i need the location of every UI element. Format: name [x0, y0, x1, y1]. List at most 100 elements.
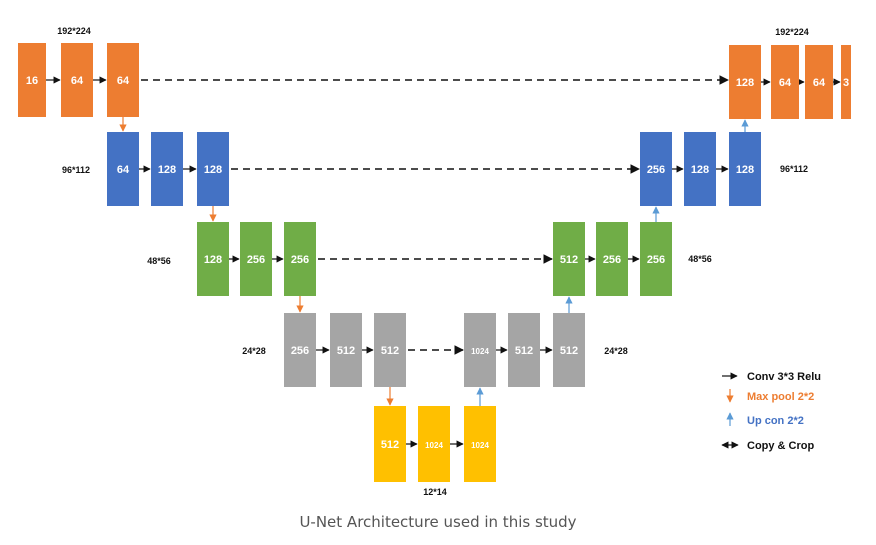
layer-block: 16: [18, 43, 46, 117]
layer-box: [107, 43, 139, 117]
resolution-label: 48*56: [147, 256, 171, 266]
layer-box: [464, 406, 496, 482]
layer-block: 64: [805, 45, 833, 119]
layer-box: [374, 313, 406, 387]
layer-block: 512: [553, 313, 585, 387]
caption: U-Net Architecture used in this study: [299, 513, 577, 531]
layer-box: [330, 313, 362, 387]
legend: Conv 3*3 Relu Max pool 2*2 Up con 2*2 Copy …: [721, 371, 821, 452]
layer-channel-label: 256: [291, 254, 309, 266]
layer-channel-label: 64: [117, 75, 130, 87]
layer-block: 1024: [418, 406, 450, 482]
layer-box: [841, 45, 851, 119]
layer-channel-label: 256: [247, 254, 265, 266]
layer-box: [729, 45, 761, 119]
layer-channel-label: 3: [843, 77, 849, 89]
layer-block: 128: [729, 45, 761, 119]
legend-label: Conv 3*3 Relu: [747, 371, 821, 383]
layer-box: [553, 313, 585, 387]
layer-box: [61, 43, 93, 117]
layer-channel-label: 512: [337, 345, 355, 357]
layer-channel-label: 256: [291, 345, 309, 357]
layer-block: 128: [151, 132, 183, 206]
layer-channel-label: 512: [560, 254, 578, 266]
layer-block: 64: [107, 43, 139, 117]
resolution-label: 24*28: [242, 346, 266, 356]
layer-box: [151, 132, 183, 206]
layer-channel-label: 256: [647, 164, 665, 176]
layer-block: 128: [197, 222, 229, 296]
resolution-label: 96*112: [62, 165, 90, 175]
layer-channel-label: 128: [204, 254, 222, 266]
layer-box: [107, 132, 139, 206]
layer-block: 1024: [464, 406, 496, 482]
blocks: 16 64 64 64 128 128 128 256 256 256 512 512 512 1024 1…: [18, 43, 851, 482]
layer-box: [553, 222, 585, 296]
layer-box: [197, 132, 229, 206]
layer-block: 128: [684, 132, 716, 206]
layer-block: 1024: [464, 313, 496, 387]
layer-box: [284, 313, 316, 387]
legend-item-copy: Copy & Crop: [721, 440, 815, 452]
layer-box: [418, 406, 450, 482]
legend-item-maxpool: Max pool 2*2: [726, 389, 814, 403]
legend-label: Copy & Crop: [747, 440, 815, 452]
resolution-label: 96*112: [780, 164, 808, 174]
legend-label: Up con 2*2: [747, 415, 804, 427]
layer-channel-label: 1024: [471, 347, 489, 356]
layer-box: [240, 222, 272, 296]
layer-block: 256: [640, 222, 672, 296]
layer-block: 256: [596, 222, 628, 296]
layer-box: [197, 222, 229, 296]
layer-block: 256: [640, 132, 672, 206]
layer-channel-label: 256: [647, 254, 665, 266]
layer-block: 512: [330, 313, 362, 387]
layer-box: [684, 132, 716, 206]
layer-box: [805, 45, 833, 119]
resolution-label: 12*14: [423, 487, 447, 497]
layer-block: 64: [107, 132, 139, 206]
layer-channel-label: 128: [736, 164, 754, 176]
layer-channel-label: 64: [117, 164, 130, 176]
layer-channel-label: 64: [813, 77, 826, 89]
layer-channel-label: 64: [71, 75, 84, 87]
layer-block: 512: [374, 406, 406, 482]
layer-channel-label: 512: [515, 345, 533, 357]
layer-channel-label: 512: [381, 439, 399, 451]
layer-channel-label: 16: [26, 75, 38, 87]
layer-channel-label: 256: [603, 254, 621, 266]
resolution-label: 48*56: [688, 254, 712, 264]
legend-item-upconv: Up con 2*2: [726, 412, 804, 427]
legend-item-conv: Conv 3*3 Relu: [722, 371, 821, 383]
layer-block: 64: [61, 43, 93, 117]
dimension-labels: 192*224 192*224 96*112 96*112 48*56 48*56 24*2…: [57, 26, 809, 497]
layer-channel-label: 512: [560, 345, 578, 357]
layer-box: [640, 222, 672, 296]
layer-block: 256: [284, 313, 316, 387]
layer-block: 512: [508, 313, 540, 387]
layer-channel-label: 128: [158, 164, 176, 176]
layer-box: [464, 313, 496, 387]
layer-channel-label: 128: [691, 164, 709, 176]
layer-block: 256: [240, 222, 272, 296]
layer-block: 512: [553, 222, 585, 296]
layer-box: [640, 132, 672, 206]
layer-box: [729, 132, 761, 206]
resolution-label: 192*224: [57, 26, 91, 36]
layer-block: 512: [374, 313, 406, 387]
resolution-label: 24*28: [604, 346, 628, 356]
layer-box: [284, 222, 316, 296]
layer-box: [508, 313, 540, 387]
layer-block: 256: [284, 222, 316, 296]
resolution-label: 192*224: [775, 27, 809, 37]
layer-channel-label: 512: [381, 345, 399, 357]
layer-box: [771, 45, 799, 119]
layer-box: [374, 406, 406, 482]
layer-channel-label: 128: [204, 164, 222, 176]
layer-channel-label: 1024: [425, 441, 443, 450]
layer-channel-label: 1024: [471, 441, 489, 450]
layer-block: 3: [841, 45, 851, 119]
layer-channel-label: 128: [736, 77, 754, 89]
layer-box: [18, 43, 46, 117]
